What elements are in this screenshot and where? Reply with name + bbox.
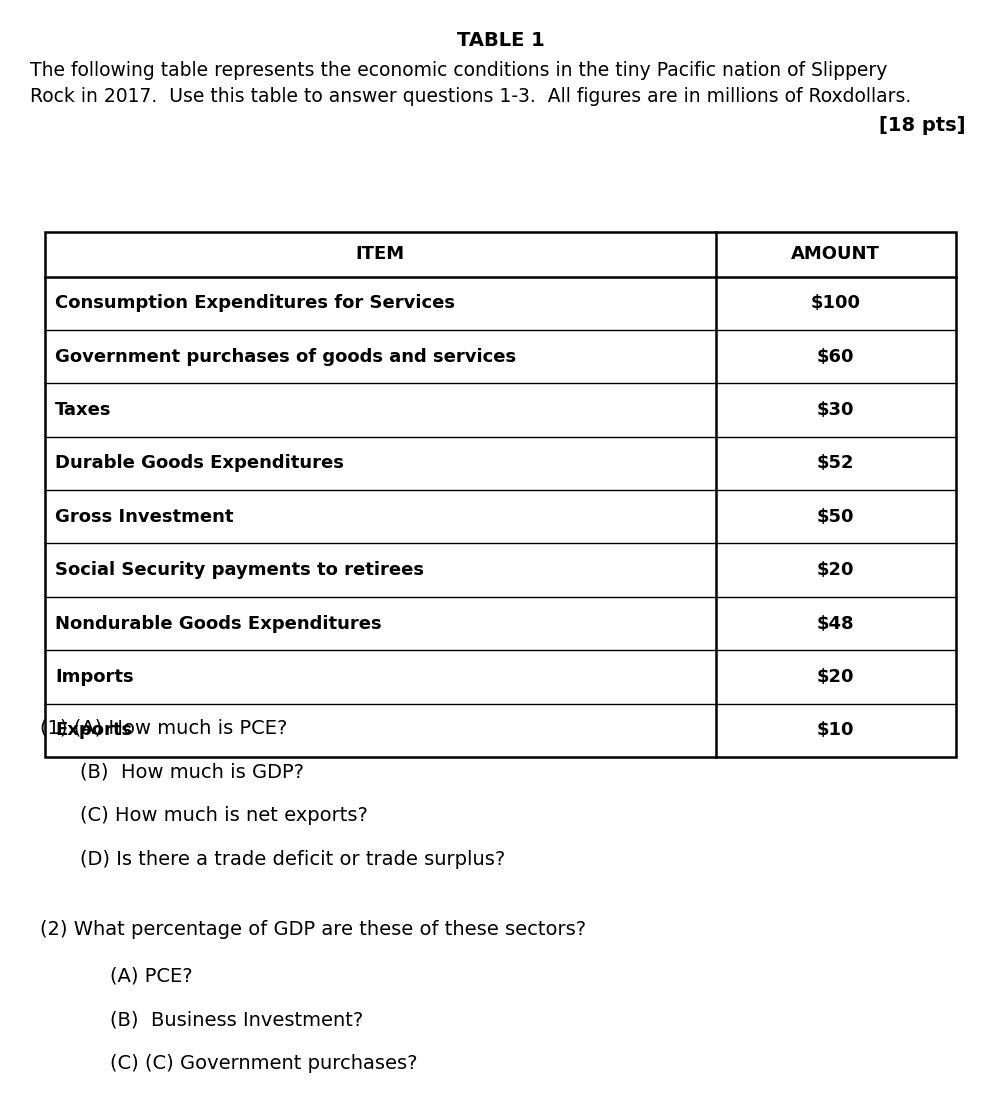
- Text: $52: $52: [817, 454, 855, 473]
- Text: TABLE 1: TABLE 1: [456, 31, 545, 50]
- Text: $48: $48: [817, 614, 855, 632]
- Text: Exports: Exports: [55, 722, 132, 739]
- Text: $60: $60: [817, 348, 855, 366]
- Text: Durable Goods Expenditures: Durable Goods Expenditures: [55, 454, 344, 473]
- Text: ITEM: ITEM: [355, 245, 405, 263]
- Text: (1) (A) How much is PCE?: (1) (A) How much is PCE?: [40, 718, 287, 737]
- Text: The following table represents the economic conditions in the tiny Pacific natio: The following table represents the econo…: [30, 61, 888, 80]
- Text: Nondurable Goods Expenditures: Nondurable Goods Expenditures: [55, 614, 381, 632]
- Text: Government purchases of goods and services: Government purchases of goods and servic…: [55, 348, 517, 366]
- Text: (C) How much is net exports?: (C) How much is net exports?: [80, 806, 368, 825]
- Text: $100: $100: [811, 294, 861, 313]
- Text: Imports: Imports: [55, 667, 134, 686]
- Text: $20: $20: [817, 561, 855, 579]
- Text: $20: $20: [817, 667, 855, 686]
- Text: [18 pts]: [18 pts]: [880, 116, 966, 135]
- Text: (B)  How much is GDP?: (B) How much is GDP?: [80, 762, 304, 781]
- Text: $50: $50: [817, 508, 855, 526]
- Text: (2) What percentage of GDP are these of these sectors?: (2) What percentage of GDP are these of …: [40, 920, 587, 939]
- Text: Rock in 2017.  Use this table to answer questions 1-3.  All figures are in milli: Rock in 2017. Use this table to answer q…: [30, 87, 911, 106]
- Text: Social Security payments to retirees: Social Security payments to retirees: [55, 561, 424, 579]
- Text: Taxes: Taxes: [55, 401, 111, 419]
- Text: (A) PCE?: (A) PCE?: [110, 966, 193, 985]
- Text: Consumption Expenditures for Services: Consumption Expenditures for Services: [55, 294, 455, 313]
- Text: AMOUNT: AMOUNT: [792, 245, 880, 263]
- Text: $30: $30: [817, 401, 855, 419]
- Text: (C) (C) Government purchases?: (C) (C) Government purchases?: [110, 1054, 417, 1073]
- Text: Gross Investment: Gross Investment: [55, 508, 233, 526]
- Text: (D) Is there a trade deficit or trade surplus?: (D) Is there a trade deficit or trade su…: [80, 850, 506, 869]
- Text: (B)  Business Investment?: (B) Business Investment?: [110, 1010, 363, 1029]
- Text: $10: $10: [817, 722, 855, 739]
